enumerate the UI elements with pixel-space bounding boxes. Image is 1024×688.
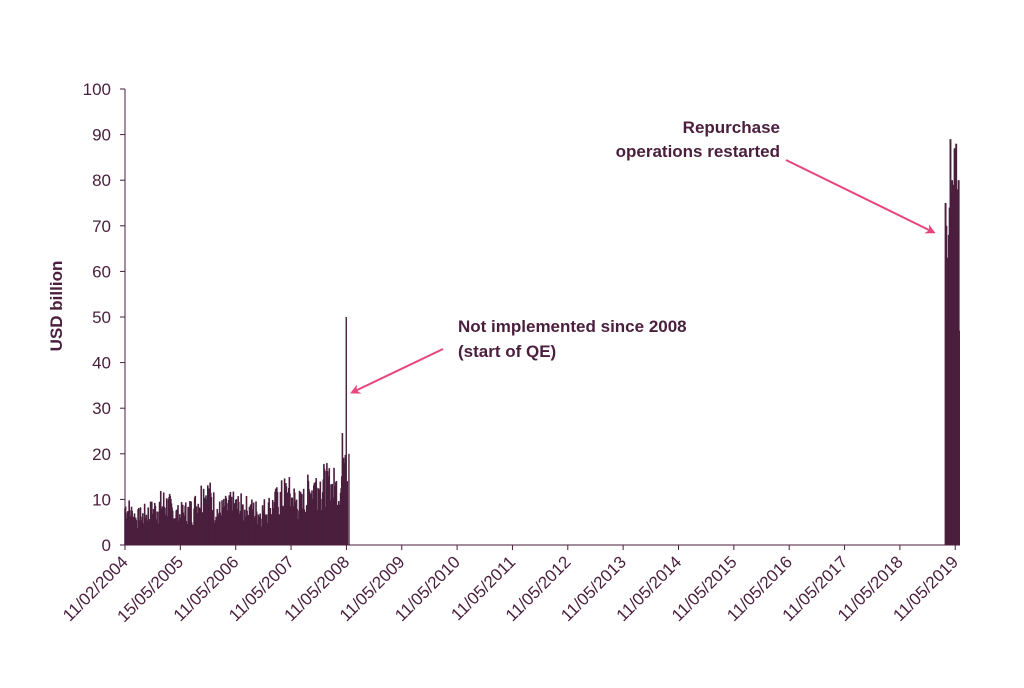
data-bar bbox=[335, 480, 338, 545]
y-tick-label: 70 bbox=[92, 217, 111, 236]
data-bar bbox=[947, 330, 960, 545]
data-bar bbox=[237, 501, 240, 545]
annotation-qe-line: Not implemented since 2008 bbox=[458, 317, 687, 336]
y-axis-label: USD billion bbox=[47, 261, 66, 352]
data-bar bbox=[345, 317, 347, 545]
data-bar bbox=[139, 507, 142, 545]
annotation-repurchase-line: Repurchase bbox=[683, 118, 780, 137]
y-tick-label: 80 bbox=[92, 171, 111, 190]
y-tick-label: 0 bbox=[102, 536, 111, 555]
y-tick-label: 20 bbox=[92, 445, 111, 464]
y-tick-label: 30 bbox=[92, 399, 111, 418]
annotation-repurchase-line: operations restarted bbox=[616, 142, 780, 161]
y-tick-label: 90 bbox=[92, 126, 111, 145]
data-bar bbox=[346, 481, 348, 545]
data-bar bbox=[344, 454, 347, 545]
data-bar bbox=[348, 453, 350, 545]
y-tick-label: 40 bbox=[92, 354, 111, 373]
y-tick-label: 10 bbox=[92, 490, 111, 509]
bars-layer bbox=[124, 139, 960, 546]
annotation-arrow bbox=[350, 348, 444, 394]
y-tick-label: 100 bbox=[83, 80, 111, 99]
data-bar bbox=[263, 499, 266, 545]
data-bar bbox=[212, 492, 215, 545]
annotation-arrow bbox=[785, 159, 936, 234]
data-bar bbox=[137, 508, 140, 545]
data-bar bbox=[268, 497, 270, 545]
annotation-qe-line: (start of QE) bbox=[458, 342, 556, 361]
data-bar bbox=[177, 505, 179, 545]
y-tick-label: 60 bbox=[92, 262, 111, 281]
data-bar bbox=[328, 468, 331, 545]
annotations-layer: Not implemented since 2008 (start of QE) R… bbox=[350, 118, 936, 394]
data-bar bbox=[323, 468, 326, 545]
data-bar bbox=[341, 433, 344, 545]
y-tick-label: 50 bbox=[92, 308, 111, 327]
